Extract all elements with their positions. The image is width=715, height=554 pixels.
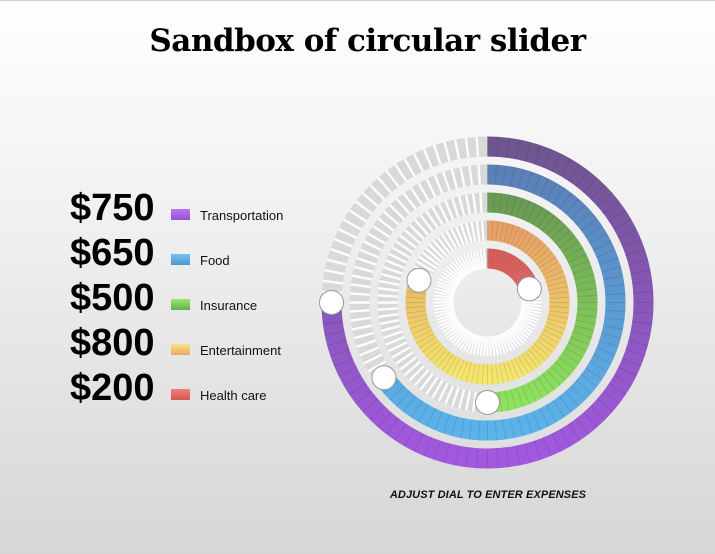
label-entertainment: Entertainment [200,343,281,358]
slider-knob-food[interactable] [371,365,397,391]
legend-row-insurance: $500 Insurance [70,277,330,322]
swatch-insurance [171,299,190,310]
amount-health-care: $200 [70,367,155,409]
label-insurance: Insurance [200,298,258,313]
label-health-care: Health care [200,388,267,403]
legend-row-transportation: $750 Transportation [70,187,330,232]
dial-instruction: ADJUST DIAL TO ENTER EXPENSES [389,489,587,501]
label-food: Food [200,253,230,268]
slider-fill-transportation [321,136,654,469]
expense-legend: $750 Transportation $650 Food $500 Insur… [70,187,330,412]
swatch-entertainment [171,344,190,355]
label-transportation: Transportation [200,208,284,223]
slider-knob-health-care[interactable] [516,276,542,302]
page-title: Sandbox of circular slider [149,23,586,59]
slider-ticks-food [349,164,626,441]
slider-ticks-entertainment [405,220,570,385]
amount-insurance: $500 [70,277,155,319]
slider-knob-entertainment[interactable] [406,267,432,293]
swatch-health-care [171,389,190,400]
legend-row-food: $650 Food [70,232,330,277]
slider-fill-entertainment [405,220,570,385]
slider-ring-entertainment[interactable] [405,220,570,385]
slider-knob-transportation[interactable] [319,290,344,315]
slider-fill-insurance [487,192,598,413]
amount-transportation: $750 [70,187,155,229]
slider-ring-health-care[interactable] [433,248,542,357]
slider-ticks-health-care [433,248,542,357]
swatch-transportation [171,209,190,220]
slider-ticks-transportation [321,136,654,469]
legend-row-entertainment: $800 Entertainment [70,322,330,367]
amount-food: $650 [70,232,155,274]
amount-entertainment: $800 [70,322,155,364]
slider-ring-food[interactable] [349,164,626,441]
legend-row-health-care: $200 Health care [70,367,330,412]
circular-slider-dial[interactable] [314,129,664,479]
swatch-food [171,254,190,265]
slider-fill-food [375,164,626,441]
slider-ring-transportation[interactable] [321,136,654,469]
slider-knob-insurance[interactable] [475,390,500,415]
